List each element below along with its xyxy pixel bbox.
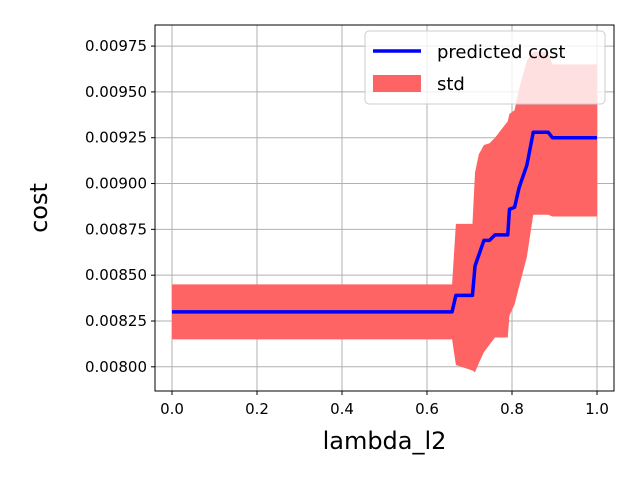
- x-axis-label: lambda_l2: [323, 427, 447, 455]
- y-tick-label: 0.00875: [85, 220, 147, 238]
- plot-frame: [154, 24, 615, 392]
- y-tick-label: 0.00950: [85, 83, 147, 101]
- y-tick-label: 0.00850: [85, 266, 147, 284]
- x-tick-label: 0.2: [245, 400, 269, 418]
- x-tick-label: 0.4: [330, 400, 354, 418]
- x-tick-label: 1.0: [585, 400, 609, 418]
- y-axis-label: cost: [25, 183, 53, 233]
- predicted-cost-line: [172, 130, 597, 314]
- y-tick-label: 0.00975: [85, 37, 147, 55]
- x-tick-label: 0.6: [415, 400, 439, 418]
- x-tick-label: 0.0: [160, 400, 184, 418]
- legend-label-std: std: [437, 74, 465, 95]
- y-tick-label: 0.00825: [85, 312, 147, 330]
- y-tick-label: 0.00925: [85, 129, 147, 147]
- std-band-group: [172, 51, 597, 373]
- x-tick-label: 0.8: [500, 400, 524, 418]
- line-group: [172, 130, 597, 314]
- y-axis: 0.00800 0.00825 0.00850 0.00875 0.00900 0.009…: [85, 37, 155, 376]
- y-tick-label: 0.00800: [85, 358, 147, 376]
- legend-frame: [364, 30, 606, 105]
- legend-swatch-std: [373, 75, 421, 92]
- legend-label-predicted-cost: predicted cost: [437, 42, 565, 63]
- x-axis: 0.0 0.2 0.4 0.6 0.8 1.0: [160, 391, 609, 418]
- y-tick-label: 0.00900: [85, 175, 147, 193]
- legend: predicted cost std: [364, 30, 606, 105]
- std-band: [172, 51, 597, 373]
